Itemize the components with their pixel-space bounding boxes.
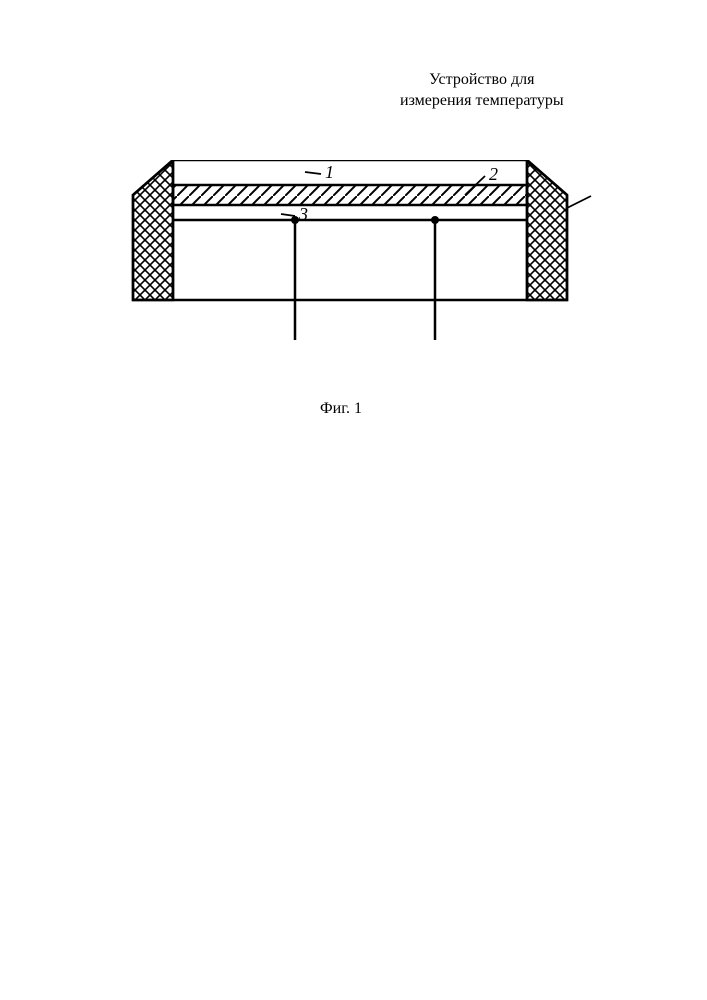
figure-caption: Фиг. 1 bbox=[320, 400, 362, 418]
diagram-title: Устройство для измерения температуры bbox=[400, 70, 564, 112]
svg-text:2: 2 bbox=[489, 164, 498, 184]
title-line-2: измерения температуры bbox=[400, 92, 564, 109]
title-line-1: Устройство для bbox=[429, 71, 534, 88]
svg-text:1: 1 bbox=[325, 162, 334, 182]
caption-text: Фиг. 1 bbox=[320, 400, 362, 417]
cross-section-svg: 1234 bbox=[105, 160, 595, 390]
svg-text:3: 3 bbox=[298, 204, 308, 224]
diagram: 1234 bbox=[105, 160, 595, 390]
